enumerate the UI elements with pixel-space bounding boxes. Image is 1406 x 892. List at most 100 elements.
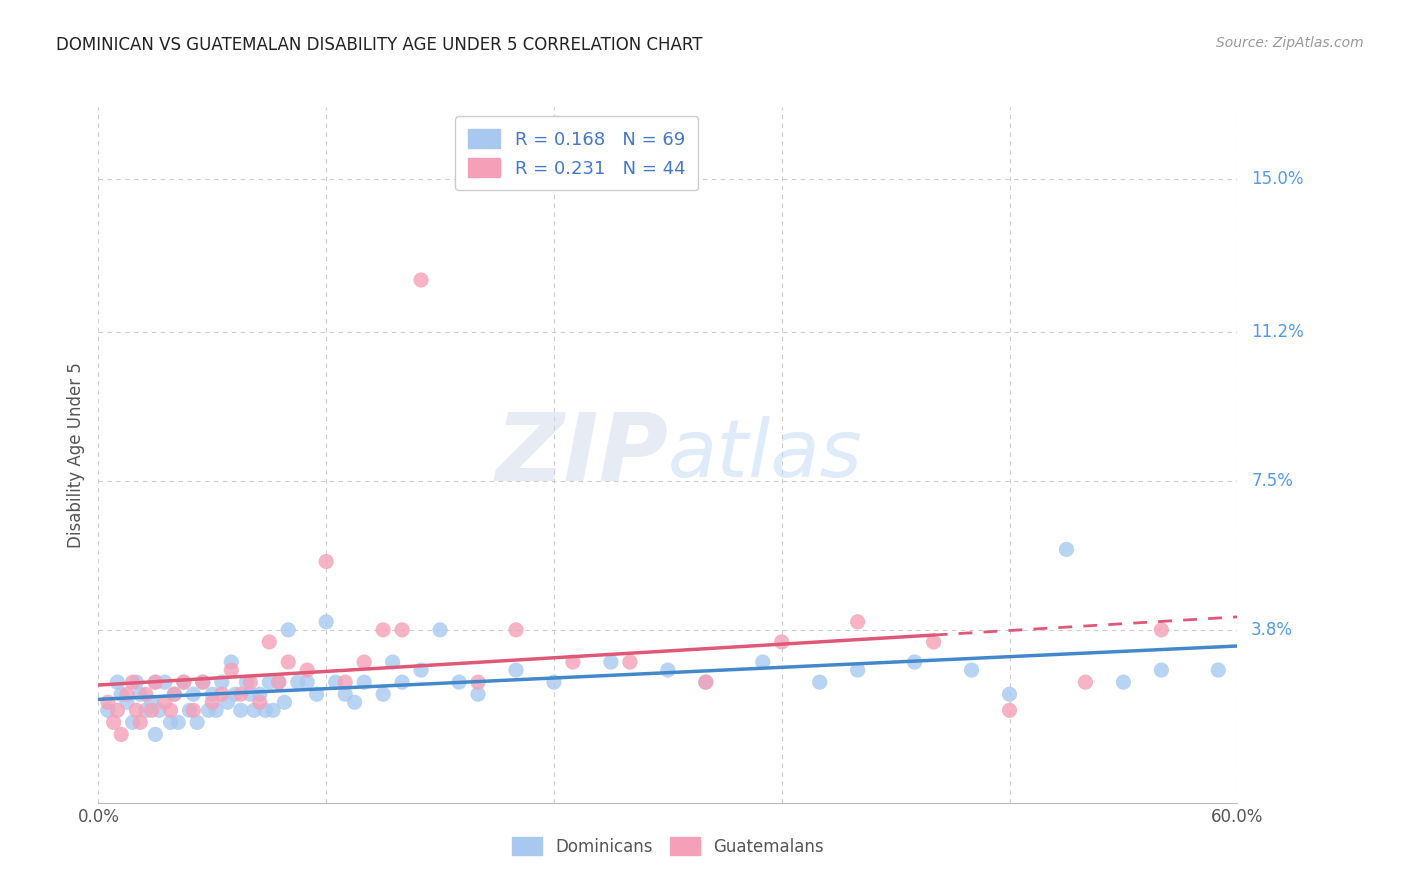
Point (125, 703, 148, 717)
Point (107, 675, 129, 690)
Point (191, 675, 214, 690)
Point (315, 615, 337, 629)
Point (391, 675, 413, 690)
Y-axis label: Disability Age Under 5: Disability Age Under 5 (66, 362, 84, 548)
Point (1150, 623, 1173, 637)
Point (562, 655, 585, 669)
Point (145, 675, 167, 690)
Point (267, 675, 290, 690)
Point (411, 273, 433, 287)
Point (429, 623, 451, 637)
Point (239, 675, 262, 690)
Point (619, 655, 641, 669)
Point (343, 695, 366, 709)
Point (183, 703, 205, 717)
Point (287, 675, 309, 690)
Point (129, 687, 152, 701)
Point (808, 675, 831, 690)
Point (121, 715, 143, 730)
Point (960, 663, 983, 677)
Point (107, 703, 129, 717)
Point (141, 703, 163, 717)
Point (201, 695, 224, 709)
Point (129, 715, 152, 730)
Point (254, 703, 277, 717)
Point (221, 663, 243, 677)
Point (173, 675, 195, 690)
Text: 11.2%: 11.2% (1251, 323, 1303, 342)
Point (353, 655, 375, 669)
Point (353, 675, 375, 690)
Point (229, 687, 252, 701)
Point (145, 675, 167, 690)
Point (543, 675, 565, 690)
Point (125, 675, 148, 690)
Point (205, 703, 228, 717)
Point (183, 687, 205, 701)
Point (121, 675, 143, 690)
Point (695, 675, 717, 690)
Point (163, 687, 186, 701)
Point (695, 675, 717, 690)
Point (103, 715, 125, 730)
Point (371, 687, 394, 701)
Point (197, 703, 219, 717)
Point (600, 655, 623, 669)
Point (1150, 663, 1173, 677)
Point (173, 675, 195, 690)
Point (467, 675, 489, 690)
Point (239, 687, 262, 701)
Point (381, 655, 404, 669)
Point (148, 703, 170, 717)
Point (335, 675, 357, 690)
Text: ZIP: ZIP (495, 409, 668, 501)
Point (449, 675, 471, 690)
Point (904, 655, 927, 669)
Point (145, 727, 167, 741)
Point (249, 687, 271, 701)
Point (224, 687, 246, 701)
Text: DOMINICAN VS GUATEMALAN DISABILITY AGE UNDER 5 CORRELATION CHART: DOMINICAN VS GUATEMALAN DISABILITY AGE U… (56, 36, 703, 54)
Point (770, 635, 793, 649)
Point (159, 703, 181, 717)
Point (110, 727, 132, 741)
Point (97, 703, 120, 717)
Point (277, 623, 299, 637)
Point (211, 687, 233, 701)
Point (115, 687, 138, 701)
Point (135, 687, 157, 701)
Point (297, 663, 319, 677)
Point (249, 695, 271, 709)
Point (259, 635, 281, 649)
Point (163, 687, 186, 701)
Point (998, 703, 1021, 717)
Point (221, 655, 243, 669)
Point (97, 695, 120, 709)
Point (391, 623, 413, 637)
Point (135, 703, 157, 717)
Point (846, 663, 869, 677)
Point (657, 663, 679, 677)
Text: Source: ZipAtlas.com: Source: ZipAtlas.com (1216, 36, 1364, 50)
Point (1208, 663, 1230, 677)
Text: 3.8%: 3.8% (1251, 621, 1294, 639)
Point (305, 687, 328, 701)
Text: atlas: atlas (668, 416, 863, 494)
Point (998, 687, 1021, 701)
Point (922, 635, 945, 649)
Point (335, 687, 357, 701)
Point (159, 715, 181, 730)
Point (505, 663, 527, 677)
Point (217, 695, 239, 709)
Point (115, 695, 138, 709)
Point (153, 675, 176, 690)
Legend: Dominicans, Guatemalans: Dominicans, Guatemalans (503, 829, 832, 864)
Point (1056, 542, 1078, 557)
Point (141, 695, 163, 709)
Point (277, 655, 299, 669)
Point (297, 675, 319, 690)
Point (243, 703, 266, 717)
Text: 15.0%: 15.0% (1251, 170, 1303, 188)
Point (752, 655, 775, 669)
Point (110, 687, 132, 701)
